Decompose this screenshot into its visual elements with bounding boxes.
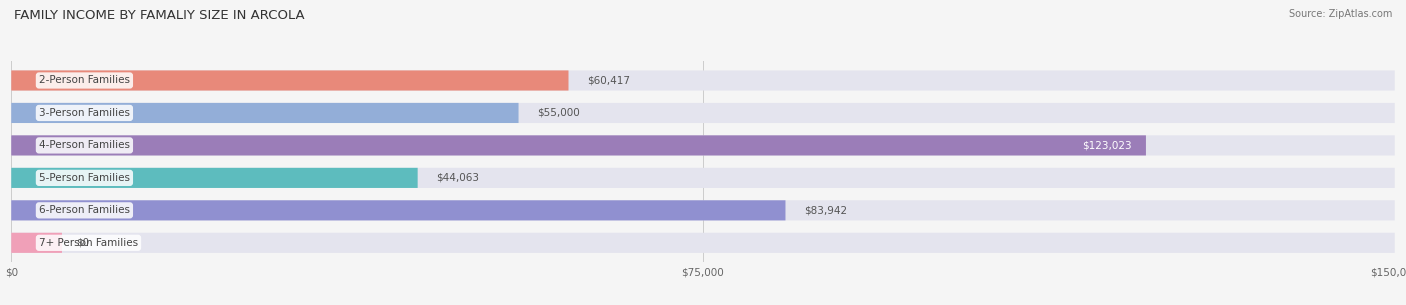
PathPatch shape bbox=[11, 200, 1395, 221]
Text: FAMILY INCOME BY FAMALIY SIZE IN ARCOLA: FAMILY INCOME BY FAMALIY SIZE IN ARCOLA bbox=[14, 9, 305, 22]
PathPatch shape bbox=[11, 103, 1395, 123]
Text: 2-Person Families: 2-Person Families bbox=[39, 75, 129, 85]
Text: 7+ Person Families: 7+ Person Families bbox=[39, 238, 138, 248]
PathPatch shape bbox=[11, 103, 519, 123]
PathPatch shape bbox=[11, 200, 786, 221]
Text: $44,063: $44,063 bbox=[436, 173, 479, 183]
Text: 4-Person Families: 4-Person Families bbox=[39, 140, 129, 150]
Text: $60,417: $60,417 bbox=[586, 75, 630, 85]
PathPatch shape bbox=[11, 233, 62, 253]
Text: $83,942: $83,942 bbox=[804, 205, 846, 215]
PathPatch shape bbox=[11, 135, 1146, 156]
Text: 5-Person Families: 5-Person Families bbox=[39, 173, 129, 183]
PathPatch shape bbox=[11, 70, 1395, 91]
Text: $55,000: $55,000 bbox=[537, 108, 579, 118]
Text: 3-Person Families: 3-Person Families bbox=[39, 108, 129, 118]
PathPatch shape bbox=[11, 135, 1395, 156]
Text: 6-Person Families: 6-Person Families bbox=[39, 205, 129, 215]
PathPatch shape bbox=[11, 70, 568, 91]
PathPatch shape bbox=[11, 168, 1395, 188]
Text: $0: $0 bbox=[76, 238, 89, 248]
Text: Source: ZipAtlas.com: Source: ZipAtlas.com bbox=[1288, 9, 1392, 19]
PathPatch shape bbox=[11, 233, 1395, 253]
Text: $123,023: $123,023 bbox=[1083, 140, 1132, 150]
PathPatch shape bbox=[11, 168, 418, 188]
